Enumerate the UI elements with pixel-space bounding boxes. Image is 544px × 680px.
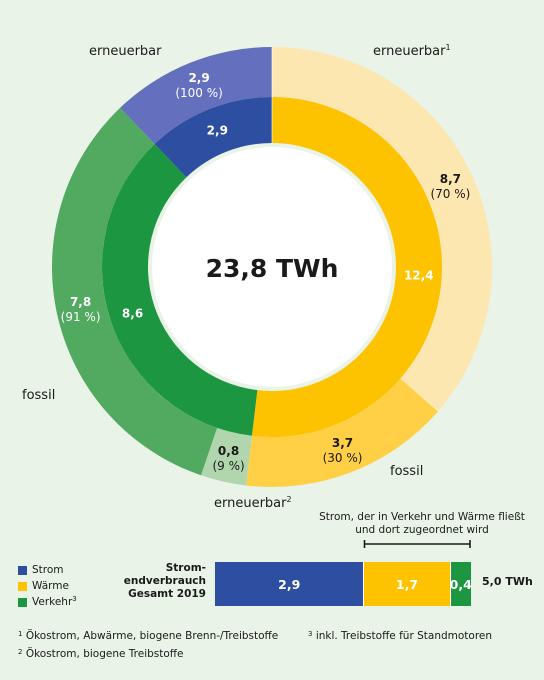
center-total-label: 23,8 TWh: [206, 254, 339, 283]
donut-chart: 23,8 TWh 2,9 12,4 8,6 2,9 (100 %) 8,7 (70 %) 3,7…: [51, 46, 492, 488]
label-strom-erneuerbar: erneuerbar: [89, 44, 162, 59]
label-waerme-erneuerbar: erneuerbar1: [373, 43, 451, 59]
legend-swatch-waerme: [18, 581, 27, 591]
legend-item-waerme: Wärme: [18, 578, 77, 594]
bar-value-verkehr: 0,4: [450, 577, 472, 592]
legend: Strom Wärme Verkehr 3: [18, 562, 77, 610]
outer-value-strom-erneuerbar: 2,9 (100 %): [175, 71, 222, 100]
inner-value-strom: 2,9: [207, 124, 228, 138]
outer-slice-verkehr-fossil: [51, 107, 218, 476]
inner-value-verkehr: 8,6: [122, 307, 143, 321]
legend-swatch-strom: [18, 565, 27, 575]
bar-value-waerme: 1,7: [396, 577, 418, 592]
inner-slice-strom: [154, 97, 272, 178]
inner-slice-waerme: [251, 97, 442, 437]
legend-swatch-verkehr: [18, 597, 27, 607]
outer-value-waerme-erneuerbar: 8,7 (70 %): [430, 172, 470, 201]
outer-value-verkehr-fossil: 7,8 (91 %): [61, 295, 101, 324]
inner-value-waerme: 12,4: [404, 269, 434, 283]
outer-value-waerme-fossil: 3,7 (30 %): [323, 436, 363, 465]
bar-segment-verkehr: [450, 562, 471, 606]
legend-item-strom: Strom: [18, 562, 77, 578]
outer-slice-verkehr-erneuerbar: [200, 427, 252, 486]
outer-slice-waerme-fossil: [246, 378, 438, 488]
bar-value-strom: 2,9: [278, 577, 300, 592]
label-verkehr-fossil: fossil: [22, 388, 56, 403]
label-verkehr-erneuerbar: erneuerbar2: [214, 495, 292, 511]
legend-item-verkehr: Verkehr 3: [18, 594, 77, 610]
label-waerme-fossil: fossil: [390, 464, 424, 479]
footnote-2: 2 Ökostrom, biogene Treibstoffe: [18, 648, 184, 660]
outer-slice-waerme-erneuerbar: [272, 47, 492, 412]
donut-center: [152, 147, 392, 387]
bar-title: Strom- endverbrauch Gesamt 2019: [123, 562, 206, 600]
bar-total: 5,0 TWh: [482, 575, 533, 588]
outer-value-verkehr-erneuerbar: 0,8 (9 %): [212, 444, 244, 473]
stacked-bar-chart: 2,9 1,7 0,4: [215, 562, 472, 606]
bar-segment-strom: [215, 562, 364, 606]
footnote-3: 3 inkl. Treibstoffe für Standmotoren: [308, 630, 493, 642]
outer-slice-strom-erneuerbar: [120, 46, 273, 145]
bar-annotation: Strom, der in Verkehr und Wärme fließt u…: [319, 511, 525, 536]
footnote-1: 1 Ökostrom, Abwärme, biogene Brenn-/Trei…: [18, 630, 279, 642]
bar-segment-waerme: [363, 562, 451, 606]
inner-slice-verkehr: [102, 144, 258, 436]
